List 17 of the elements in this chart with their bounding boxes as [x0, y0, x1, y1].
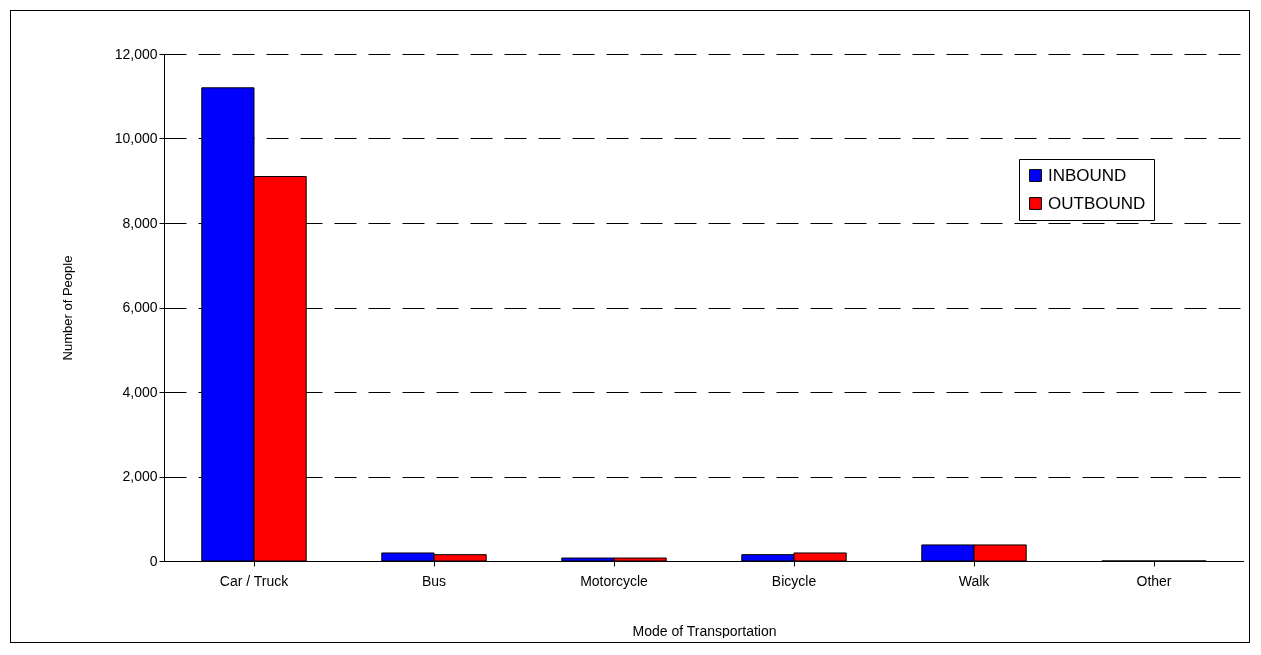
x-axis-title: Mode of Transportation	[632, 622, 777, 639]
x-tick-label: Bicycle	[771, 572, 817, 589]
y-tick-label: 10,000	[114, 130, 158, 146]
y-tick-label: 8,000	[122, 214, 158, 231]
x-tick-label: Other	[1136, 572, 1172, 589]
y-tick-label: 2,000	[122, 468, 158, 484]
x-tick-label: Motorcycle	[580, 572, 649, 589]
x-tick-label: Car / Truck	[219, 572, 290, 589]
legend-label: OUTBOUND	[1048, 193, 1146, 213]
y-tick-label: 0	[149, 552, 158, 569]
y-tick-label: 12,000	[114, 45, 158, 62]
legend-label: INBOUND	[1048, 165, 1127, 185]
x-tick-label: Bus	[421, 572, 447, 589]
y-axis-title: Number of People	[59, 255, 75, 361]
y-tick-label: 4,000	[122, 383, 158, 400]
x-tick-label: Walk	[958, 572, 991, 589]
y-tick-label: 6,000	[122, 299, 158, 315]
